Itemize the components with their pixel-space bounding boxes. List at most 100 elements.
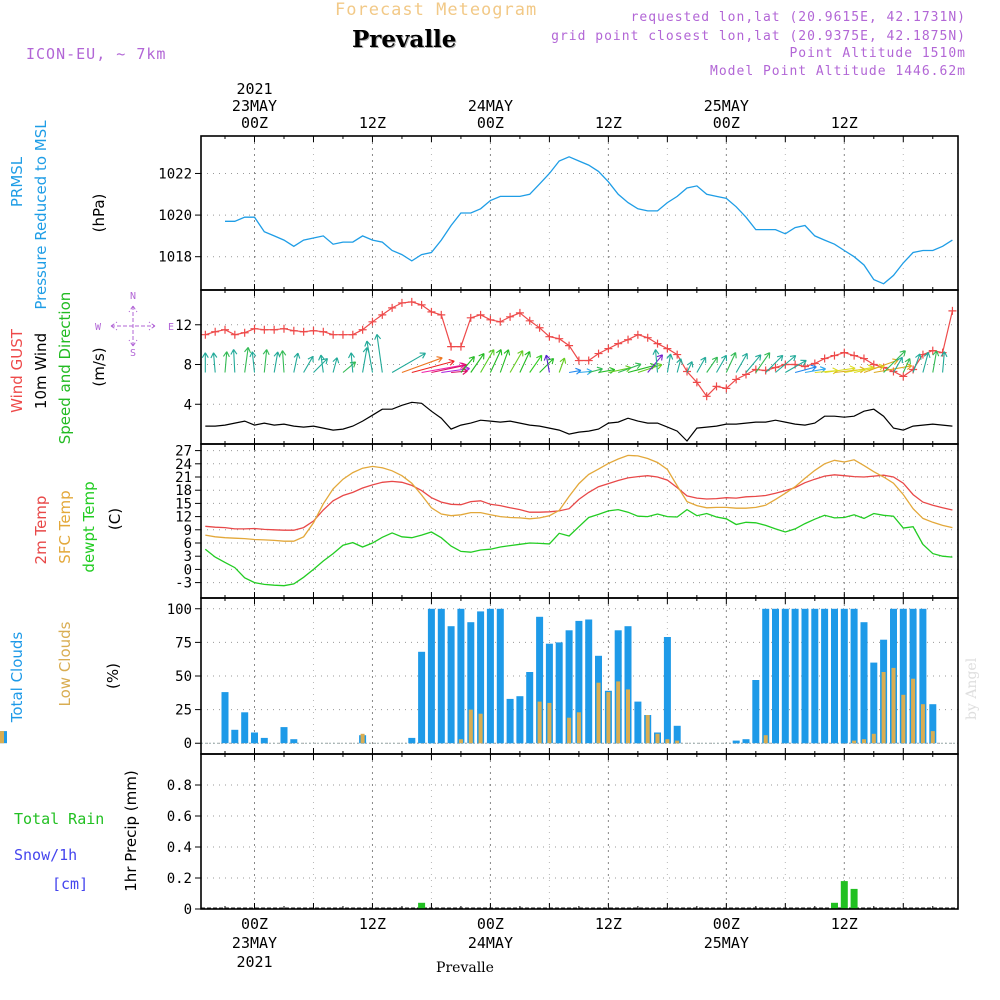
bar-total-cloud xyxy=(840,608,848,744)
bar-total-cloud xyxy=(506,698,514,744)
wind-direction-arrow xyxy=(666,353,674,373)
bar-total-cloud xyxy=(732,740,740,744)
wind-direction-arrow xyxy=(932,350,940,373)
bar-total-cloud xyxy=(241,712,249,744)
wind-direction-arrow xyxy=(348,352,355,373)
bar-low-cloud xyxy=(645,715,650,744)
bar-total-cloud xyxy=(909,608,917,744)
wind-direction-arrow xyxy=(755,352,771,373)
bar-total-cloud xyxy=(821,608,829,744)
bar-total-cloud xyxy=(663,637,671,744)
gust-marker xyxy=(270,325,279,334)
wind-direction-arrow xyxy=(912,353,922,373)
x-axis-bottom-label: 12Z xyxy=(359,915,386,933)
gust-marker xyxy=(211,327,220,336)
bar-low-cloud xyxy=(675,740,680,744)
y-tick-label: 4 xyxy=(184,397,192,413)
gust-marker xyxy=(358,325,367,334)
wind-direction-arrow xyxy=(364,340,374,373)
bar-total-cloud xyxy=(251,732,258,744)
bar-rain xyxy=(840,881,848,909)
y-tick-label: 0 xyxy=(184,562,192,578)
gust-marker xyxy=(732,375,741,384)
y-tick-label: 0.2 xyxy=(167,871,192,887)
y-tick-label: 3 xyxy=(184,549,192,565)
bar-low-cloud xyxy=(871,733,876,744)
bar-low-cloud xyxy=(458,739,463,744)
low-clouds-title: Low Clouds xyxy=(56,621,74,706)
gust-marker xyxy=(506,312,515,321)
point-altitude: Point Altitude 1510m xyxy=(789,46,966,61)
y-tick-label: 24 xyxy=(175,457,192,473)
sfc-temp-title: SFC Temp xyxy=(56,490,74,563)
gust-marker xyxy=(515,308,524,317)
gust-marker xyxy=(624,335,633,344)
gust-marker xyxy=(948,306,957,315)
y-tick-label: 1018 xyxy=(158,250,192,266)
y-tick-label: 21 xyxy=(175,470,192,486)
bar-low-cloud xyxy=(478,713,483,744)
y-tick-label: 0 xyxy=(184,902,192,918)
bar-total-cloud xyxy=(673,725,681,744)
y-tick-label: 8 xyxy=(184,358,192,374)
gust-marker xyxy=(221,325,230,334)
compass-east-label: E xyxy=(168,322,174,333)
wind-direction-arrow xyxy=(244,347,252,373)
bar-low-cloud xyxy=(852,740,857,744)
grid-point-coordinates: grid point closest lon,lat (20.9375E, 42… xyxy=(551,29,966,44)
gust-marker xyxy=(230,330,239,339)
x-axis-top-label: 12Z xyxy=(831,114,858,132)
wind-direction-arrow xyxy=(262,349,270,373)
bar-total-cloud xyxy=(791,608,799,744)
bar-total-cloud xyxy=(860,622,868,744)
y-tick-label: 75 xyxy=(175,635,192,651)
bar-total-cloud xyxy=(565,630,573,744)
panel-wind: 4 8 12 xyxy=(175,290,958,444)
bar-rain xyxy=(831,902,838,909)
x-axis-bottom-label: 24MAY xyxy=(468,934,513,952)
wind-direction-arrow xyxy=(539,357,555,373)
wind-speed-direction-title: Speed and Direction xyxy=(56,292,74,445)
wind-direction-arrow xyxy=(676,358,684,373)
x-axis-bottom-label: 23MAY xyxy=(232,934,277,952)
bar-total-cloud xyxy=(742,739,750,744)
gust-marker xyxy=(260,325,269,334)
footer-location: Prevalle xyxy=(436,960,494,976)
bar-low-cloud xyxy=(626,689,630,744)
gust-marker xyxy=(722,384,731,393)
gust-marker xyxy=(496,317,505,326)
bar-total-cloud xyxy=(467,622,475,744)
wind-direction-arrow xyxy=(902,358,911,373)
x-axis-top-label: 12Z xyxy=(359,114,386,132)
bar-total-cloud xyxy=(427,608,435,744)
wind-direction-arrow xyxy=(411,358,455,374)
wind-direction-arrow xyxy=(765,354,784,373)
panel-pressure: 1018 1020 1022 xyxy=(158,136,958,290)
series-line-gust xyxy=(205,301,953,398)
wind-direction-arrow xyxy=(794,364,817,374)
x-axis-bottom-label: 12Z xyxy=(595,915,622,933)
gust-marker xyxy=(633,330,642,339)
gust-marker xyxy=(899,372,908,381)
wind-direction-arrow xyxy=(735,352,748,373)
panel-border-wind xyxy=(200,289,959,445)
bar-total-cloud xyxy=(575,620,583,744)
wind-direction-arrow xyxy=(637,362,663,374)
x-axis-top-label: 25MAY xyxy=(704,97,749,115)
wind-direction-arrow xyxy=(273,351,281,373)
wind-direction-arrow xyxy=(558,357,567,373)
wind-direction-arrow xyxy=(210,352,218,373)
gust-marker xyxy=(643,333,652,342)
wind-direction-arrow xyxy=(230,349,238,373)
bar-total-cloud xyxy=(437,608,445,744)
bar-low-cloud xyxy=(930,731,935,744)
bar-total-cloud xyxy=(831,608,838,744)
compass-south-label: S xyxy=(130,348,136,359)
x-axis-top-label: 00Z xyxy=(713,114,740,132)
gust-marker xyxy=(830,351,839,360)
y-tick-label: -3 xyxy=(175,576,192,592)
gust-marker xyxy=(397,298,406,307)
gust-marker xyxy=(702,392,711,401)
bar-total-cloud xyxy=(585,619,593,744)
bar-total-cloud xyxy=(801,608,809,744)
